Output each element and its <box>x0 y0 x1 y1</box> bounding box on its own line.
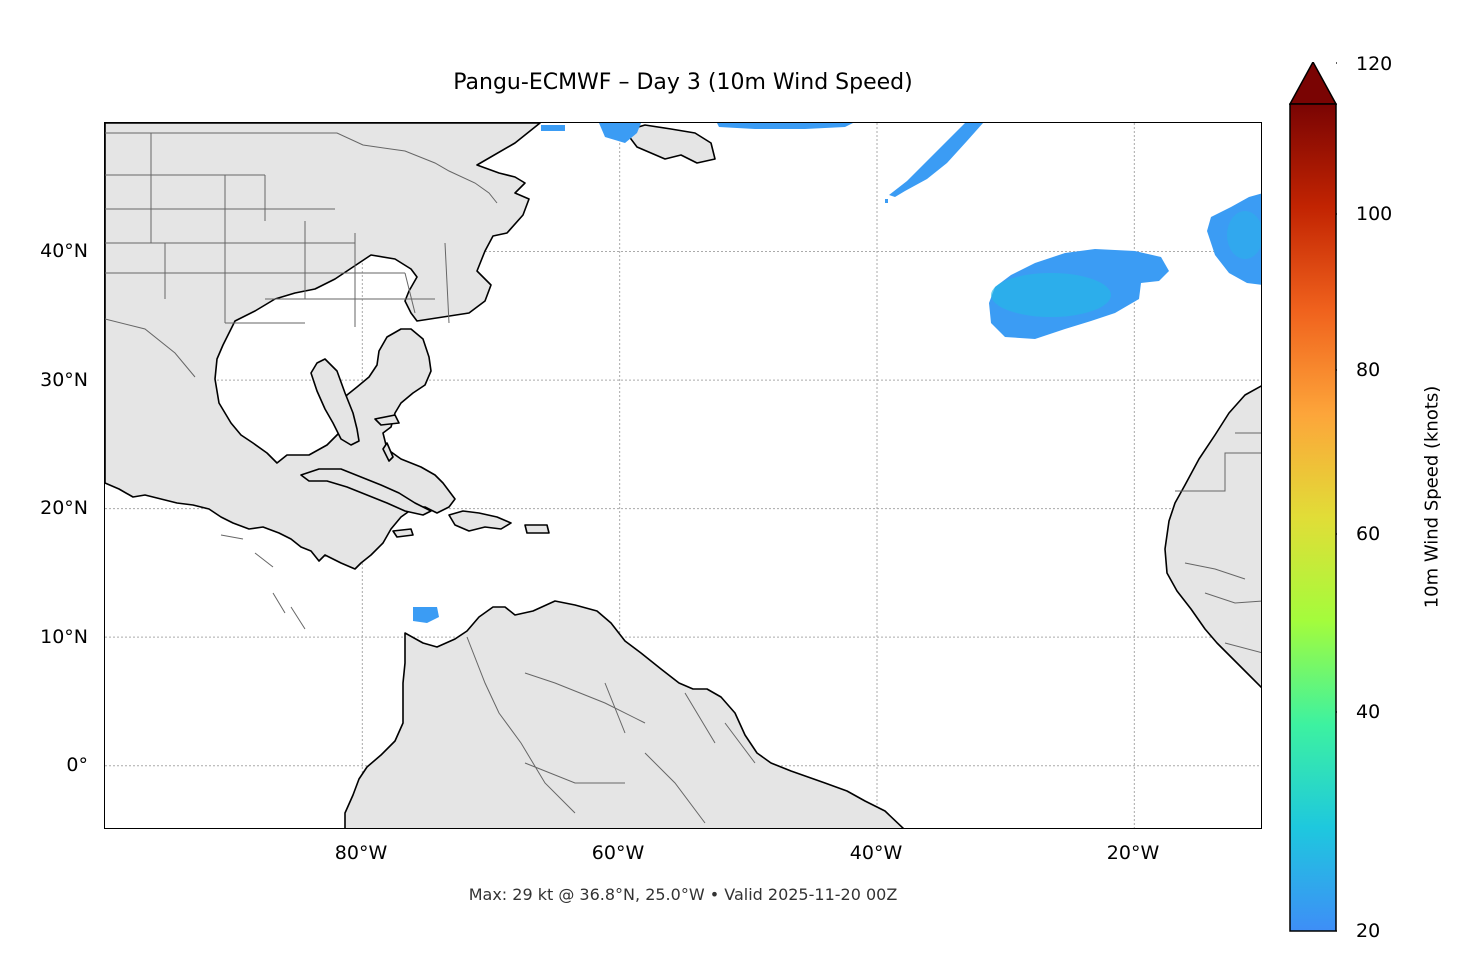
north-band-speck <box>885 199 888 203</box>
hispaniola-island <box>448 510 512 532</box>
lat-tick-label-10n: 10°N <box>40 626 88 648</box>
colorbar-gradient <box>1289 103 1337 932</box>
us-interior-borders <box>105 133 450 327</box>
land-layer <box>105 123 1261 828</box>
lat-tick-label-30n: 30°N <box>40 369 88 391</box>
max-wind-caption: Max: 29 kt @ 36.8°N, 25.0°W • Valid 2025… <box>468 885 898 904</box>
south-america-landmass <box>344 600 905 828</box>
colorbar-label-80: 80 <box>1356 359 1381 381</box>
north-atlantic-wind-band <box>889 123 983 197</box>
newfoundland-island <box>624 124 716 164</box>
cuba-island <box>300 468 432 516</box>
africa-landmass <box>1164 385 1261 689</box>
bahamas-islands <box>374 414 400 462</box>
eastern-patch-core <box>1227 211 1261 259</box>
wind-speed-field <box>413 123 1261 623</box>
colorbar-axis-label: 10m Wind Speed (knots) <box>1421 385 1443 609</box>
us-canada-border <box>105 132 498 204</box>
colorbar-label-100: 100 <box>1356 203 1393 225</box>
africa-borders <box>1175 432 1261 653</box>
mexico-us-border <box>105 318 196 378</box>
state-borders <box>105 132 1261 824</box>
colorbar-extend-arrow <box>1289 62 1337 105</box>
lon-tick-label-80w: 80°W <box>334 842 388 864</box>
north-america-landmass <box>105 123 541 570</box>
lat-tick-label-20n: 20°N <box>40 497 88 519</box>
lon-tick-label-20w: 20°W <box>1106 842 1160 864</box>
caribbean-wind-patch <box>413 607 439 623</box>
map-canvas <box>105 123 1261 828</box>
lon-tick-label-60w: 60°W <box>591 842 645 864</box>
puerto-rico-island <box>524 524 550 534</box>
colorbar <box>1289 62 1337 932</box>
colorbar-label-60: 60 <box>1356 523 1381 545</box>
colorbar-label-120: 120 <box>1356 53 1393 75</box>
lat-tick-label-equator: 0° <box>66 754 88 776</box>
newfoundland-wind-patch <box>541 123 853 143</box>
wind-max-core <box>991 273 1111 317</box>
florida-peninsula <box>310 358 360 446</box>
jamaica-island <box>392 528 414 538</box>
colorbar-label-40: 40 <box>1356 701 1381 723</box>
colorbar-label-20: 20 <box>1356 920 1381 942</box>
lon-tick-label-40w: 40°W <box>849 842 903 864</box>
map-frame <box>104 122 1262 829</box>
chart-title: Pangu-ECMWF – Day 3 (10m Wind Speed) <box>453 70 913 95</box>
central-america-borders <box>220 534 306 630</box>
lat-tick-label-40n: 40°N <box>40 240 88 262</box>
south-america-borders <box>466 636 756 824</box>
